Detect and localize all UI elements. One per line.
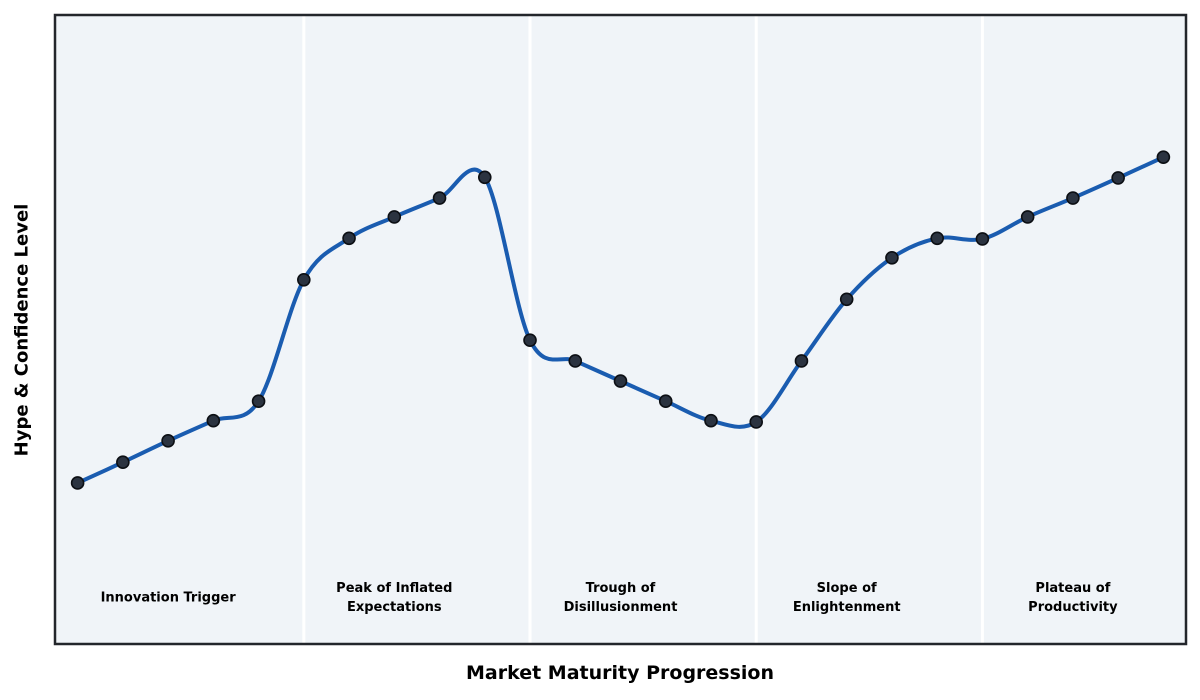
data-point-marker (206, 413, 221, 428)
data-point-marker (839, 292, 854, 307)
data-point-marker (297, 273, 311, 287)
data-point-marker (658, 394, 673, 409)
data-point-marker (1066, 191, 1080, 205)
data-point-marker (387, 210, 402, 224)
plot-frame (53, 13, 1188, 646)
data-point-marker (342, 231, 356, 246)
data-point-marker (794, 354, 809, 368)
phase-label-peak-of-inflated-expectations: Peak of Inflated Expectations (336, 581, 453, 615)
data-point-marker (1020, 210, 1035, 224)
data-point-marker (161, 434, 175, 448)
y-axis-label: Hype & Confidence Level (11, 203, 33, 457)
data-point-marker (523, 333, 537, 347)
data-point-marker (432, 191, 447, 205)
x-axis-label: Market Maturity Progression (465, 662, 775, 684)
data-point-marker (251, 394, 266, 409)
data-point-marker (975, 232, 990, 246)
data-point-marker (930, 231, 944, 246)
phase-label-plateau-of-productivity: Plateau of Productivity (1028, 581, 1118, 615)
data-point-marker (70, 476, 85, 490)
data-point-marker (1111, 171, 1125, 185)
plot-background (55, 15, 1186, 644)
data-point-marker (1156, 150, 1171, 164)
data-point-marker (568, 354, 583, 368)
data-point-marker (885, 250, 899, 265)
data-point-marker (749, 415, 764, 429)
data-point-marker (477, 170, 492, 185)
data-point-marker (613, 374, 628, 388)
phase-label-slope-of-enlightenment: Slope of Enlightenment (792, 581, 901, 615)
data-point-marker (116, 455, 130, 470)
hype-curve (75, 155, 1166, 485)
phase-label-innovation-trigger: Innovation Trigger (100, 590, 236, 606)
data-point-marker (704, 413, 718, 428)
phase-label-trough-of-disillusionment: Trough of Disillusionment (563, 581, 678, 615)
